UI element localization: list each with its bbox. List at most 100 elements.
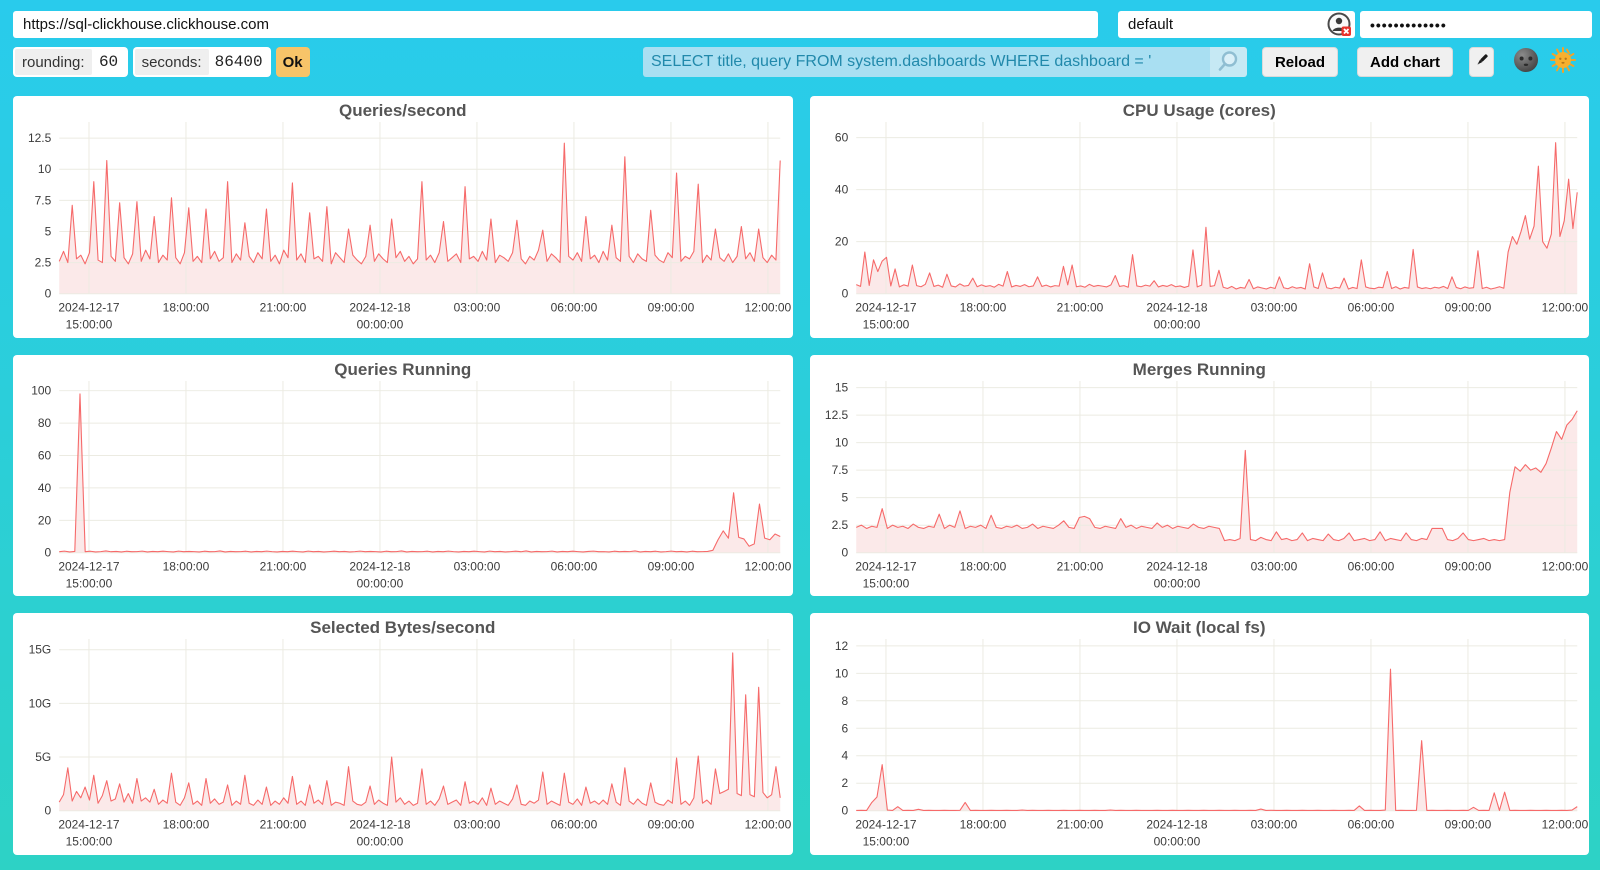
edit-button[interactable] [1469,47,1494,77]
svg-text:0: 0 [841,804,848,818]
svg-text:09:00:00: 09:00:00 [1444,559,1491,573]
password-input[interactable] [1360,11,1592,38]
svg-text:2024-12-17: 2024-12-17 [855,818,917,832]
rounding-input[interactable] [91,49,126,75]
svg-text:12.5: 12.5 [824,408,848,422]
chart-plot[interactable]: 0 20 40 60 2024-12-17 15:00:00 18:00:00 21:00:0… [810,96,1590,338]
seconds-label: seconds: [134,49,209,75]
svg-text:12:00:00: 12:00:00 [1541,559,1588,573]
svg-text:40: 40 [834,183,848,197]
url-input[interactable] [13,11,1098,38]
svg-text:2024-12-18: 2024-12-18 [349,301,411,315]
svg-text:2024-12-18: 2024-12-18 [1146,301,1208,315]
svg-text:60: 60 [834,131,848,145]
search-button[interactable] [1209,47,1247,77]
svg-text:03:00:00: 03:00:00 [1250,818,1297,832]
svg-text:21:00:00: 21:00:00 [260,559,307,573]
svg-text:18:00:00: 18:00:00 [959,818,1006,832]
svg-text:6: 6 [841,722,848,736]
chart-panel: 0 20 40 60 80 100 2024-12-17 15:00:00 18:00:00 21… [13,354,793,597]
svg-text:03:00:00: 03:00:00 [454,818,501,832]
query-input[interactable] [642,47,1210,77]
query-field [642,47,1247,77]
svg-text:20: 20 [834,235,848,249]
chart-plot[interactable]: 0 2.5 5 7.5 10 12.5 2024-12-17 15:00:00 18:00:00… [13,96,793,338]
svg-text:03:00:00: 03:00:00 [454,301,501,315]
svg-text:03:00:00: 03:00:00 [454,559,501,573]
dark-theme-toggle[interactable] [1513,47,1539,78]
svg-text:21:00:00: 21:00:00 [1056,559,1103,573]
svg-text:10: 10 [834,667,848,681]
add-chart-button[interactable]: Add chart [1356,47,1453,77]
sun-with-face-icon [1550,46,1576,78]
svg-text:09:00:00: 09:00:00 [648,559,695,573]
svg-text:00:00:00: 00:00:00 [357,835,404,849]
svg-text:12:00:00: 12:00:00 [745,301,792,315]
svg-text:0: 0 [45,545,52,559]
connection-bar [13,11,1592,38]
svg-text:15:00:00: 15:00:00 [66,835,113,849]
svg-text:0: 0 [45,804,52,818]
svg-text:5G: 5G [35,750,51,764]
svg-text:15:00:00: 15:00:00 [66,318,113,332]
light-theme-toggle[interactable] [1550,46,1576,78]
svg-text:12.5: 12.5 [28,131,52,145]
svg-text:18:00:00: 18:00:00 [163,559,210,573]
svg-text:18:00:00: 18:00:00 [163,818,210,832]
svg-text:2024-12-17: 2024-12-17 [855,301,917,315]
new-moon-face-icon [1513,47,1539,78]
reload-button[interactable]: Reload [1261,47,1338,77]
ok-button[interactable]: Ok [275,47,310,77]
svg-text:60: 60 [38,448,52,462]
svg-text:21:00:00: 21:00:00 [260,818,307,832]
svg-text:2.5: 2.5 [35,256,52,270]
svg-text:09:00:00: 09:00:00 [648,818,695,832]
svg-text:12:00:00: 12:00:00 [1541,818,1588,832]
svg-text:15:00:00: 15:00:00 [862,576,909,590]
svg-text:7.5: 7.5 [831,463,848,477]
svg-text:18:00:00: 18:00:00 [959,301,1006,315]
chart-panel: 0 2 4 6 8 10 12 2024-12-17 15:00:00 18:00:00 21:00… [809,613,1590,855]
chart-panel: 0 2.5 5 7.5 10 12.5 15 2024-12-17 15:00:00 18:00:… [809,354,1590,597]
svg-text:15:00:00: 15:00:00 [862,318,909,332]
svg-text:2024-12-18: 2024-12-18 [349,818,411,832]
chart-panel: 0 2.5 5 7.5 10 12.5 2024-12-17 15:00:00 18:00:00… [13,96,793,338]
chart-panel: 0 20 40 60 2024-12-17 15:00:00 18:00:00 21:00:0… [809,96,1590,338]
svg-text:09:00:00: 09:00:00 [1444,818,1491,832]
svg-text:5: 5 [45,224,52,238]
svg-text:15:00:00: 15:00:00 [862,835,909,849]
svg-text:2024-12-18: 2024-12-18 [1146,818,1208,832]
svg-text:18:00:00: 18:00:00 [959,559,1006,573]
chart-plot[interactable]: 0 2 4 6 8 10 12 2024-12-17 15:00:00 18:00:00 21:00… [810,613,1590,855]
magnifier-icon [1215,48,1241,77]
svg-text:00:00:00: 00:00:00 [357,318,404,332]
svg-text:80: 80 [38,416,52,430]
svg-text:2.5: 2.5 [831,518,848,532]
svg-text:2024-12-17: 2024-12-17 [58,559,120,573]
rounding-field: rounding: [13,47,128,77]
svg-text:03:00:00: 03:00:00 [1250,301,1297,315]
svg-text:2024-12-18: 2024-12-18 [349,559,411,573]
svg-text:06:00:00: 06:00:00 [551,559,598,573]
chart-plot[interactable]: 0 20 40 60 80 100 2024-12-17 15:00:00 18:00:00 21… [13,355,793,597]
svg-text:0: 0 [45,287,52,301]
svg-text:10G: 10G [29,697,52,711]
user-circle-x-icon[interactable] [1327,12,1352,37]
rounding-label: rounding: [15,49,92,75]
svg-text:2024-12-17: 2024-12-17 [58,818,120,832]
svg-text:03:00:00: 03:00:00 [1250,559,1297,573]
svg-text:12:00:00: 12:00:00 [745,559,792,573]
seconds-input[interactable] [208,49,269,75]
svg-text:09:00:00: 09:00:00 [648,301,695,315]
user-input[interactable] [1118,11,1355,38]
svg-text:00:00:00: 00:00:00 [1153,318,1200,332]
svg-text:0: 0 [841,287,848,301]
svg-text:12:00:00: 12:00:00 [745,818,792,832]
chart-plot[interactable]: 0 2.5 5 7.5 10 12.5 15 2024-12-17 15:00:00 18:00:… [810,355,1590,597]
svg-text:7.5: 7.5 [35,193,52,207]
svg-text:2024-12-17: 2024-12-17 [58,301,120,315]
chart-plot[interactable]: 0 5G 10G 15G 2024-12-17 15:00:00 18:00:00 21:00… [13,613,793,855]
svg-text:2024-12-18: 2024-12-18 [1146,559,1208,573]
svg-text:2024-12-17: 2024-12-17 [855,559,917,573]
